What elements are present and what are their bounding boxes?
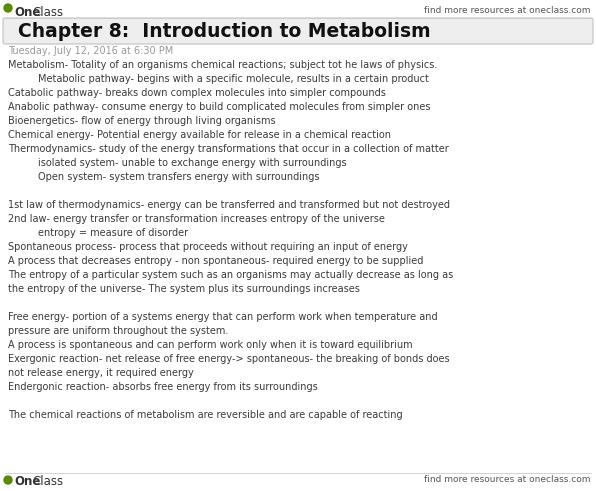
Text: Free energy- portion of a systems energy that can perform work when temperature : Free energy- portion of a systems energy… [8, 312, 437, 322]
Text: Thermodynamics- study of the energy transformations that occur in a collection o: Thermodynamics- study of the energy tran… [8, 144, 449, 154]
Text: Anabolic pathway- consume energy to build complicated molecules from simpler one: Anabolic pathway- consume energy to buil… [8, 102, 430, 112]
FancyBboxPatch shape [3, 18, 593, 44]
Text: Catabolic pathway- breaks down complex molecules into simpler compounds: Catabolic pathway- breaks down complex m… [8, 88, 386, 98]
Text: The chemical reactions of metabolism are reversible and are capable of reacting: The chemical reactions of metabolism are… [8, 410, 403, 420]
Text: Bioenergetics- flow of energy through living organisms: Bioenergetics- flow of energy through li… [8, 116, 275, 126]
Text: Chapter 8:  Introduction to Metabolism: Chapter 8: Introduction to Metabolism [18, 22, 431, 40]
Text: Metabolism- Totality of an organisms chemical reactions; subject tot he laws of : Metabolism- Totality of an organisms che… [8, 60, 437, 70]
Text: Tuesday, July 12, 2016 at 6:30 PM: Tuesday, July 12, 2016 at 6:30 PM [8, 46, 173, 56]
Text: the entropy of the universe- The system plus its surroundings increases: the entropy of the universe- The system … [8, 284, 360, 294]
Text: A process is spontaneous and can perform work only when it is toward equilibrium: A process is spontaneous and can perform… [8, 340, 412, 350]
Text: Metabolic pathway- begins with a specific molecule, results in a certain product: Metabolic pathway- begins with a specifi… [38, 74, 429, 84]
Circle shape [4, 4, 12, 12]
Text: entropy = measure of disorder: entropy = measure of disorder [38, 228, 188, 238]
Text: Class: Class [32, 6, 63, 19]
Text: isolated system- unable to exchange energy with surroundings: isolated system- unable to exchange ener… [38, 158, 347, 168]
Text: not release energy, it required energy: not release energy, it required energy [8, 368, 194, 378]
Text: One: One [14, 6, 41, 19]
Text: The entropy of a particular system such as an organisms may actually decrease as: The entropy of a particular system such … [8, 270, 453, 280]
Circle shape [4, 476, 12, 484]
Text: One: One [14, 475, 41, 488]
Text: 2nd law- energy transfer or transformation increases entropy of the universe: 2nd law- energy transfer or transformati… [8, 214, 385, 224]
Text: Class: Class [32, 475, 63, 488]
Text: Spontaneous process- process that proceeds without requiring an input of energy: Spontaneous process- process that procee… [8, 242, 408, 252]
Text: Exergonic reaction- net release of free energy-> spontaneous- the breaking of bo: Exergonic reaction- net release of free … [8, 354, 449, 364]
Text: find more resources at oneclass.com: find more resources at oneclass.com [424, 6, 591, 15]
Text: pressure are uniform throughout the system.: pressure are uniform throughout the syst… [8, 326, 228, 336]
Text: Open system- system transfers energy with surroundings: Open system- system transfers energy wit… [38, 172, 319, 182]
Text: Endergonic reaction- absorbs free energy from its surroundings: Endergonic reaction- absorbs free energy… [8, 382, 318, 392]
Text: Chemical energy- Potential energy available for release in a chemical reaction: Chemical energy- Potential energy availa… [8, 130, 391, 140]
Text: 1st law of thermodynamics- energy can be transferred and transformed but not des: 1st law of thermodynamics- energy can be… [8, 200, 450, 210]
Text: find more resources at oneclass.com: find more resources at oneclass.com [424, 475, 591, 484]
Text: A process that decreases entropy - non spontaneous- required energy to be suppli: A process that decreases entropy - non s… [8, 256, 423, 266]
